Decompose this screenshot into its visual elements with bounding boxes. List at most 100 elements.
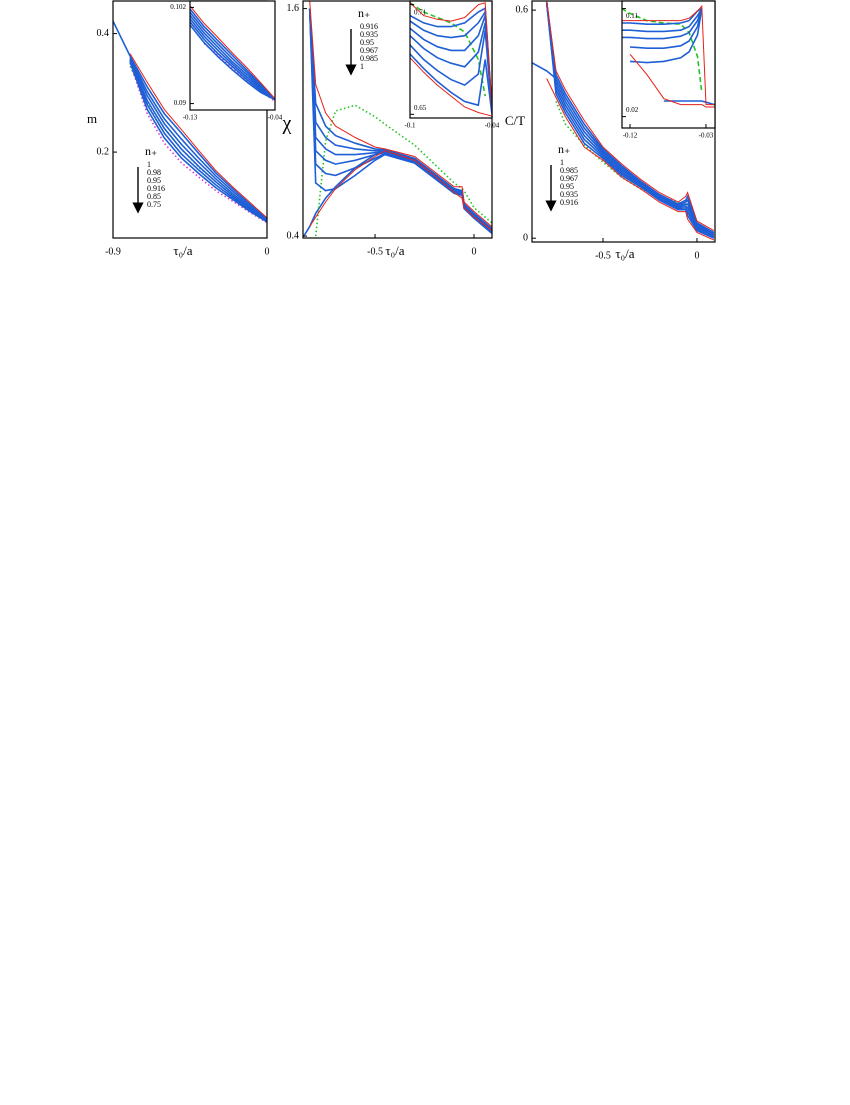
curve (545, 2, 715, 237)
curve (410, 57, 492, 117)
curve (410, 2, 486, 97)
panel: -0.1 -0.04 0.65 0.71 (404, 0, 500, 130)
curve (190, 24, 275, 101)
legend-entry: 0.967 (360, 46, 378, 55)
y-tick-label: 0.2 (97, 146, 110, 157)
plot (190, 5, 275, 102)
y-tick-label: 0.102 (170, 3, 186, 11)
curve (545, 2, 715, 235)
y-tick-label: 0.6 (516, 4, 529, 15)
curve (622, 4, 715, 106)
curve (622, 7, 703, 93)
y-tick-label: 0.4 (97, 28, 110, 39)
curve (545, 2, 715, 236)
legend-entry: 0.967 (560, 174, 578, 183)
y-tick-label: 1.6 (287, 3, 300, 14)
legend-entry: 0.916 (360, 22, 378, 31)
plot (303, 1, 492, 237)
y-tick-label: 0.71 (414, 8, 427, 16)
curve (410, 7, 492, 111)
curve (410, 15, 492, 111)
curve (410, 53, 492, 115)
legend-entry: 0.95 (560, 182, 574, 191)
y-tick-label: 0.4 (287, 230, 300, 241)
legend-entry: 0.985 (560, 166, 578, 175)
x-tick-label: -0.13 (183, 114, 198, 122)
curve (410, 2, 492, 109)
legend-entry: 0.935 (360, 30, 378, 39)
y-tick-label: 0.11 (626, 12, 638, 20)
curve (190, 5, 275, 100)
curve (545, 2, 715, 238)
legend-entry: 0.85 (147, 192, 161, 201)
legend-entry: 0.985 (360, 54, 378, 63)
curve (129, 53, 267, 219)
legend-entry: 0.935 (560, 190, 578, 199)
x-axis-label: τ₀/a (173, 243, 192, 258)
panel: -0.13 -0.04 0.09 0.102 (170, 0, 283, 122)
curve (410, 22, 492, 113)
curve (309, 1, 492, 227)
legend-entry: 0.98 (147, 168, 161, 177)
curve (129, 60, 267, 223)
curve (309, 150, 492, 231)
curve (129, 58, 267, 221)
plot (622, 4, 715, 108)
curve (190, 21, 275, 101)
curve (629, 8, 703, 64)
curve (190, 18, 275, 101)
curve (129, 56, 267, 221)
curve (545, 2, 715, 239)
y-axis-label: C/T (505, 113, 525, 128)
curve (190, 11, 275, 101)
legend-title: n₊ (558, 142, 570, 156)
curve (190, 14, 275, 101)
legend-entry: 0.75 (147, 200, 161, 209)
plot (410, 2, 492, 117)
x-tick-label: -0.5 (595, 250, 611, 261)
x-tick-label: -0.04 (485, 122, 500, 130)
y-tick-label: 0.65 (414, 104, 427, 112)
panel: -0.12 -0.03 0.02 0.11 (621, 0, 716, 140)
y-axis-label: m (87, 111, 97, 126)
frame (189, 0, 276, 111)
legend-entry: 0.95 (360, 38, 374, 47)
x-tick-label: -0.04 (268, 114, 283, 122)
legend-entry: 0.916 (147, 184, 165, 193)
curve (629, 8, 703, 49)
legend-entry: 0.95 (147, 176, 161, 185)
y-tick-label: 0 (523, 232, 528, 243)
legend-title: n₊ (145, 144, 157, 158)
y-axis-label: χ (282, 113, 292, 135)
curve (410, 30, 492, 113)
legend-entry: 0.916 (560, 198, 578, 207)
x-axis-label: τ₀/a (615, 246, 634, 261)
frame (409, 0, 493, 119)
legend-entry: 1 (360, 62, 364, 71)
legend-entry: 1 (560, 158, 564, 167)
curve (629, 53, 715, 108)
y-tick-label: 0.02 (626, 106, 639, 114)
curve (129, 61, 267, 223)
legend-title: n₊ (358, 6, 370, 20)
legend-entry: 1 (147, 160, 151, 169)
frame (621, 0, 716, 129)
x-tick-label: -0.12 (623, 132, 638, 140)
y-tick-label: 0.09 (174, 99, 187, 107)
x-tick-label: -0.03 (699, 132, 714, 140)
curve (129, 55, 267, 220)
x-tick-label: -0.5 (367, 246, 383, 257)
plot (532, 1, 715, 241)
x-tick-label: 0 (265, 246, 270, 257)
curve (622, 8, 703, 40)
curve (622, 8, 703, 33)
x-axis-label: τ₀/a (385, 243, 404, 258)
x-tick-label: -0.1 (404, 122, 416, 130)
curve (190, 8, 275, 101)
curve (410, 9, 492, 111)
curve (532, 61, 557, 80)
x-tick-label: -0.9 (105, 246, 121, 257)
curve (129, 59, 267, 222)
x-tick-label: 0 (694, 250, 699, 261)
